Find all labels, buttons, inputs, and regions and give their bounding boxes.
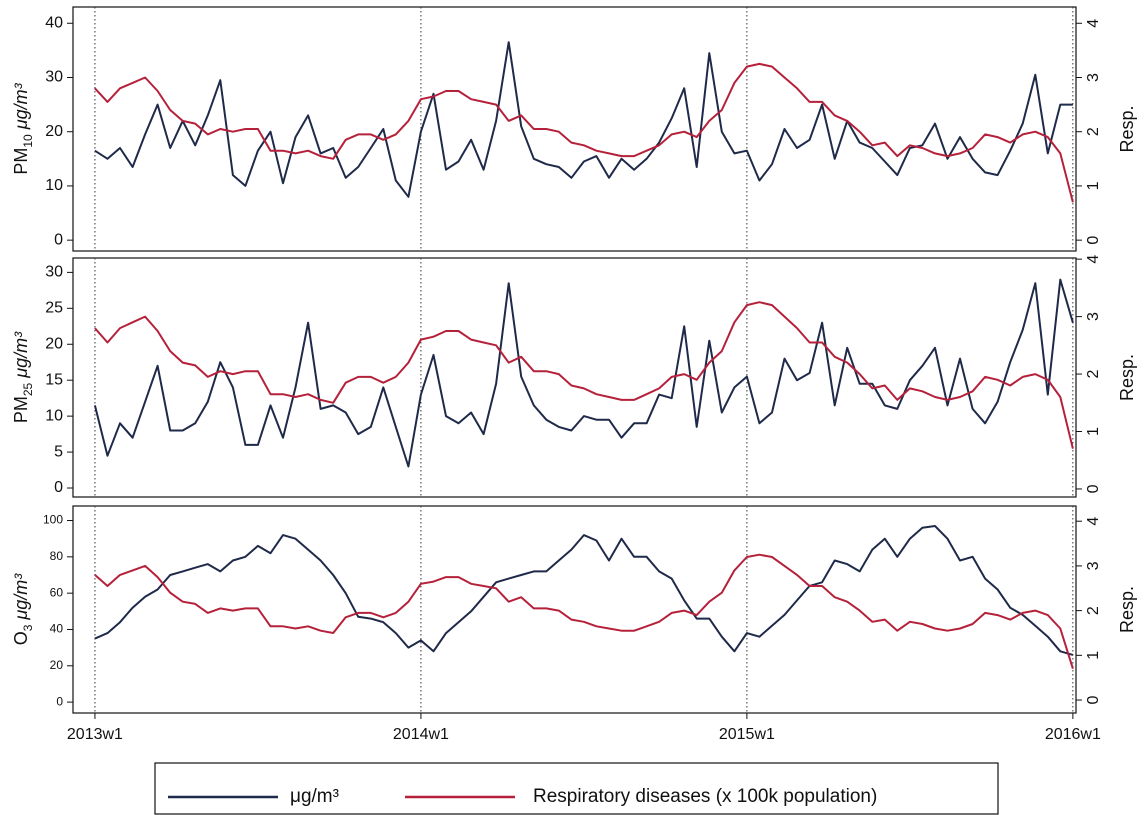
y-tick-label: 0 (56, 694, 63, 708)
x-tick-label: 2013w1 (67, 726, 123, 743)
y-tick-label: 100 (43, 513, 63, 527)
y-tick-label: 20 (45, 335, 63, 352)
y-axis-label-main: O (11, 631, 31, 645)
y-axis-label: PM25 μg/m³ (11, 331, 35, 423)
y-tick-label: 40 (45, 14, 63, 31)
y2-tick-label: 3 (1085, 73, 1102, 82)
y-tick-label: 25 (45, 300, 63, 317)
y-tick-label: 20 (50, 658, 64, 672)
y-axis-label-unit: μg/m³ (11, 331, 31, 379)
y2-tick-label: 1 (1085, 651, 1102, 660)
series-line (94, 525, 1074, 656)
y-axis-label-main: PM (11, 148, 31, 175)
plot-frame (72, 257, 1077, 498)
y-tick-label: 40 (50, 622, 64, 636)
plot-frame (72, 505, 1077, 714)
series-line (94, 301, 1074, 449)
y2-tick-label: 0 (1085, 236, 1102, 245)
y-axis-label-sub: 25 (21, 382, 35, 396)
series-line (94, 553, 1074, 669)
x-tick-label: 2015w1 (719, 726, 775, 743)
y2-tick-label: 2 (1085, 127, 1102, 136)
y-tick-label: 80 (50, 549, 64, 563)
y2-axis-label: Resp. (1117, 354, 1137, 401)
y-tick-label: 60 (50, 585, 64, 599)
legend-label: μg/m³ (290, 786, 339, 807)
y2-axis-label: Resp. (1117, 586, 1137, 633)
y2-tick-label: 2 (1085, 370, 1102, 379)
y-axis-label: PM10 μg/m³ (11, 82, 35, 174)
y-axis-label-sub: 3 (21, 624, 35, 631)
plot-frame (72, 6, 1077, 252)
y-axis-label-unit: μg/m³ (11, 82, 31, 130)
y-tick-label: 0 (54, 231, 63, 248)
y-tick-label: 30 (45, 264, 63, 281)
y2-axis-label: Resp. (1117, 105, 1137, 152)
series-line (94, 62, 1074, 203)
y2-tick-label: 3 (1085, 561, 1102, 570)
y-axis-label-sub: 10 (21, 134, 35, 148)
series-line (93, 278, 1074, 468)
y-axis-label-main: PM (11, 396, 31, 423)
legend-label: Respiratory diseases (x 100k population) (533, 786, 877, 807)
y2-tick-label: 4 (1085, 19, 1102, 28)
x-tick-label: 2014w1 (393, 726, 449, 743)
y2-tick-label: 3 (1085, 312, 1102, 321)
y-tick-label: 0 (54, 479, 63, 496)
y2-tick-label: 0 (1085, 484, 1102, 493)
y2-tick-label: 1 (1085, 427, 1102, 436)
y2-tick-label: 0 (1085, 695, 1102, 704)
y-tick-label: 20 (45, 123, 63, 140)
y-tick-label: 30 (45, 69, 63, 86)
y-tick-label: 5 (54, 443, 63, 460)
y2-tick-label: 4 (1085, 255, 1102, 264)
legend-box (154, 762, 999, 815)
series-line (94, 41, 1073, 198)
y2-tick-label: 2 (1085, 606, 1102, 615)
y2-tick-label: 4 (1085, 517, 1102, 526)
y-axis-label: O3 μg/m³ (11, 573, 35, 646)
y-tick-label: 15 (45, 371, 63, 388)
x-tick-label: 2016w1 (1045, 726, 1101, 743)
y-tick-label: 10 (45, 177, 63, 194)
y-tick-label: 10 (45, 407, 63, 424)
y-axis-label-unit: μg/m³ (11, 573, 31, 621)
y2-tick-label: 1 (1085, 181, 1102, 190)
